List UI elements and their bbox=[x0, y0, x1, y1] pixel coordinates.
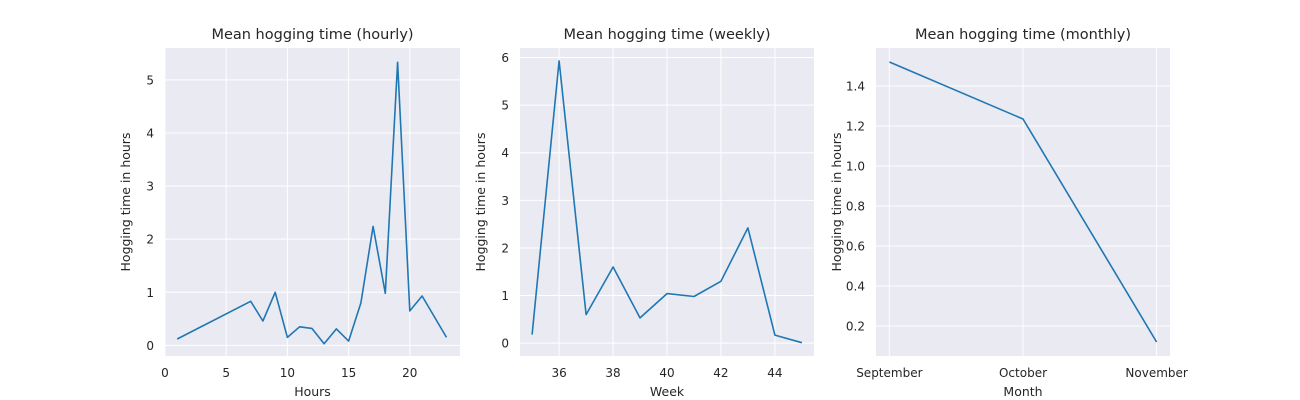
series-line bbox=[531, 60, 803, 344]
x-tick-label: 15 bbox=[341, 366, 356, 380]
y-tick-label: 4 bbox=[146, 126, 154, 140]
y-tick-label: 1.4 bbox=[846, 80, 865, 94]
x-tick-label: 20 bbox=[402, 366, 417, 380]
x-axis-label: Month bbox=[1003, 384, 1042, 399]
y-tick-label: 1.0 bbox=[846, 160, 865, 174]
x-tick-label: 38 bbox=[605, 366, 620, 380]
x-tick-label: October bbox=[999, 366, 1047, 380]
y-axis-label: Hogging time in hours bbox=[829, 133, 844, 272]
chart-title: Mean hogging time (monthly) bbox=[915, 27, 1131, 43]
y-tick-label: 2 bbox=[501, 241, 509, 255]
chart-title: Mean hogging time (weekly) bbox=[563, 27, 770, 43]
x-tick-label: 40 bbox=[659, 366, 674, 380]
y-tick-label: 3 bbox=[501, 194, 509, 208]
series-line bbox=[889, 61, 1158, 343]
chart-panel-2: 0 1 2 3 4 5 6 36 38 40 42 44 Mean hogging time (week… bbox=[473, 27, 814, 399]
x-axis-label: Week bbox=[650, 384, 685, 399]
y-tick-label: 1 bbox=[501, 289, 509, 303]
y-tick-label: 0.8 bbox=[846, 200, 865, 214]
x-tick-label: 44 bbox=[767, 366, 782, 380]
x-axis-label: Hours bbox=[294, 384, 331, 399]
y-axis-label: Hogging time in hours bbox=[118, 133, 133, 272]
y-tick-label: 0.2 bbox=[846, 320, 865, 334]
chart-title: Mean hogging time (hourly) bbox=[211, 27, 413, 43]
y-tick-label: 5 bbox=[146, 73, 154, 87]
x-tick-label: 42 bbox=[713, 366, 728, 380]
y-tick-label: 2 bbox=[146, 233, 154, 247]
y-axis-label: Hogging time in hours bbox=[473, 133, 488, 272]
x-tick-label: 10 bbox=[280, 366, 295, 380]
series-line bbox=[176, 61, 448, 345]
x-tick-label: 0 bbox=[161, 366, 169, 380]
plot-area bbox=[165, 48, 460, 356]
x-tick-label: 5 bbox=[222, 366, 230, 380]
y-tick-label: 6 bbox=[501, 51, 509, 65]
x-tick-label: September bbox=[856, 366, 922, 380]
y-tick-label: 5 bbox=[501, 99, 509, 113]
x-tick-label: 36 bbox=[551, 366, 566, 380]
y-tick-label: 0 bbox=[501, 337, 509, 351]
y-tick-label: 0.6 bbox=[846, 240, 865, 254]
chart-panel-3: 0.2 0.4 0.6 0.8 1.0 1.2 1.4 September October Nov… bbox=[829, 27, 1188, 399]
y-tick-label: 0 bbox=[146, 339, 154, 353]
y-tick-label: 3 bbox=[146, 180, 154, 194]
y-tick-label: 0.4 bbox=[846, 280, 865, 294]
y-tick-label: 1.2 bbox=[846, 120, 865, 134]
chart-panel-1: 0 1 2 3 4 5 0 5 10 15 20 Mean hogging time (hourly)… bbox=[118, 27, 460, 399]
y-tick-label: 1 bbox=[146, 286, 154, 300]
x-tick-label: November bbox=[1125, 366, 1187, 380]
y-tick-label: 4 bbox=[501, 146, 509, 160]
